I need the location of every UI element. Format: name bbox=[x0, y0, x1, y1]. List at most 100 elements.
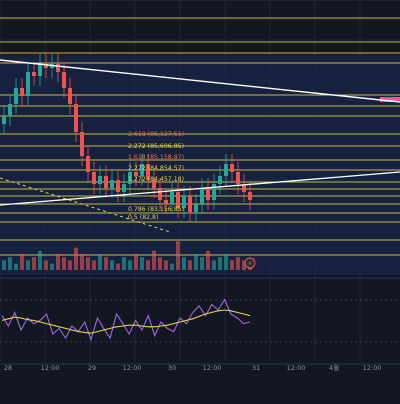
volume-bar bbox=[74, 247, 78, 270]
candle-body bbox=[32, 72, 36, 76]
candle-body bbox=[230, 164, 234, 172]
alert-marker-circle bbox=[244, 257, 256, 269]
oscillator-line bbox=[1, 298, 251, 342]
candle-body bbox=[134, 172, 138, 176]
candle-body bbox=[248, 192, 252, 200]
candle-body bbox=[8, 104, 12, 116]
fib-label: 2.272 (85,696.85) bbox=[128, 143, 184, 150]
fib-labels: 2.618 (86,127.51) 2.272 (85,696.85) 1.618 … bbox=[128, 131, 184, 221]
volume-bar bbox=[86, 257, 90, 270]
time-tick-label: 28 bbox=[4, 364, 12, 372]
candle-body bbox=[38, 64, 42, 76]
volume-bar bbox=[26, 260, 30, 270]
volume-bar bbox=[146, 260, 150, 270]
candle-body bbox=[236, 172, 240, 184]
time-tick-label: 12:00 bbox=[287, 364, 306, 372]
volume-bar bbox=[224, 254, 228, 270]
fib-label: 1.272 (84,457.18) bbox=[128, 176, 184, 183]
candle-body bbox=[158, 188, 162, 200]
candle-body bbox=[74, 104, 78, 132]
candlesticks[interactable] bbox=[2, 54, 252, 222]
candle-body bbox=[152, 180, 156, 188]
candle-body bbox=[194, 204, 198, 212]
candle-body bbox=[206, 188, 210, 200]
volume-bar bbox=[128, 260, 132, 270]
volume-bar bbox=[20, 254, 24, 270]
volume-bar bbox=[194, 254, 198, 270]
volume-bar bbox=[68, 260, 72, 270]
fib-label: 0.786 (83,156.85) bbox=[128, 206, 184, 213]
descending-trendline bbox=[0, 59, 400, 103]
ascending-trendline bbox=[0, 171, 400, 206]
candle-body bbox=[14, 88, 18, 104]
candle-body bbox=[80, 132, 84, 156]
fib-label: 2.272 (84,854.57) bbox=[128, 165, 184, 172]
time-tick-label: 12:00 bbox=[363, 364, 382, 372]
volume-bar bbox=[92, 260, 96, 270]
candle-body bbox=[242, 184, 246, 192]
candle-body bbox=[164, 200, 168, 204]
candle-body bbox=[182, 196, 186, 208]
oscillator-panel bbox=[0, 298, 400, 343]
candle-body bbox=[116, 180, 120, 192]
candle-body bbox=[92, 172, 96, 184]
candle-body bbox=[200, 188, 204, 204]
candle-body bbox=[98, 176, 102, 184]
candle-body bbox=[128, 172, 132, 184]
volume-bar bbox=[110, 260, 114, 270]
volume-bar bbox=[38, 250, 42, 270]
volume-bar bbox=[158, 257, 162, 270]
price-highlight-tag bbox=[380, 97, 400, 102]
time-tick-label: 12:00 bbox=[41, 364, 60, 372]
volume-bar bbox=[206, 250, 210, 270]
candle-body bbox=[26, 72, 30, 96]
candle-body bbox=[62, 72, 66, 88]
volume-bars bbox=[2, 241, 252, 270]
candle-body bbox=[110, 180, 114, 188]
candle-body bbox=[140, 164, 144, 176]
time-tick-label: 29 bbox=[88, 364, 96, 372]
time-axis: 28 12:00 29 12:00 30 12:00 31 12:00 4월 12:00 bbox=[4, 363, 382, 372]
time-tick-label: 12:00 bbox=[203, 364, 222, 372]
time-tick-label: 4월 bbox=[329, 363, 339, 372]
volume-bar bbox=[44, 260, 48, 270]
volume-bar bbox=[80, 254, 84, 270]
candle-body bbox=[188, 196, 192, 212]
volume-bar bbox=[98, 254, 102, 270]
trend-lines[interactable] bbox=[0, 59, 400, 233]
horizontal-levels[interactable] bbox=[0, 17, 400, 256]
candle-body bbox=[176, 192, 180, 208]
volume-bar bbox=[170, 263, 174, 270]
volume-bar bbox=[2, 260, 6, 270]
volume-bar bbox=[176, 241, 180, 270]
candle-body bbox=[212, 184, 216, 200]
candle-body bbox=[68, 88, 72, 104]
candle-body bbox=[2, 116, 6, 124]
volume-bar bbox=[62, 257, 66, 270]
fib-label: 1.618 (85,158.87) bbox=[128, 154, 184, 161]
volume-bar bbox=[218, 257, 222, 270]
alert-marker[interactable]: ⚡ bbox=[244, 257, 256, 269]
candle-body bbox=[218, 176, 222, 184]
volume-bar bbox=[56, 254, 60, 270]
volume-bar bbox=[230, 260, 234, 270]
candle-body bbox=[44, 64, 48, 68]
oscillator-line bbox=[1, 309, 251, 334]
candle-body bbox=[146, 164, 150, 180]
time-tick-label: 30 bbox=[168, 364, 176, 372]
candle-body bbox=[86, 156, 90, 172]
volume-bar bbox=[116, 263, 120, 270]
volume-bar bbox=[122, 257, 126, 270]
candle-body bbox=[122, 184, 126, 192]
volume-bar bbox=[164, 260, 168, 270]
volume-bar bbox=[134, 254, 138, 270]
fib-label: 0.5 (82,8) bbox=[128, 214, 158, 221]
alert-marker-icon: ⚡ bbox=[248, 260, 253, 268]
blue-zone bbox=[0, 55, 400, 275]
volume-bar bbox=[200, 257, 204, 270]
shaded-zone bbox=[0, 0, 400, 365]
volume-bar bbox=[50, 263, 54, 270]
volume-bar bbox=[104, 257, 108, 270]
